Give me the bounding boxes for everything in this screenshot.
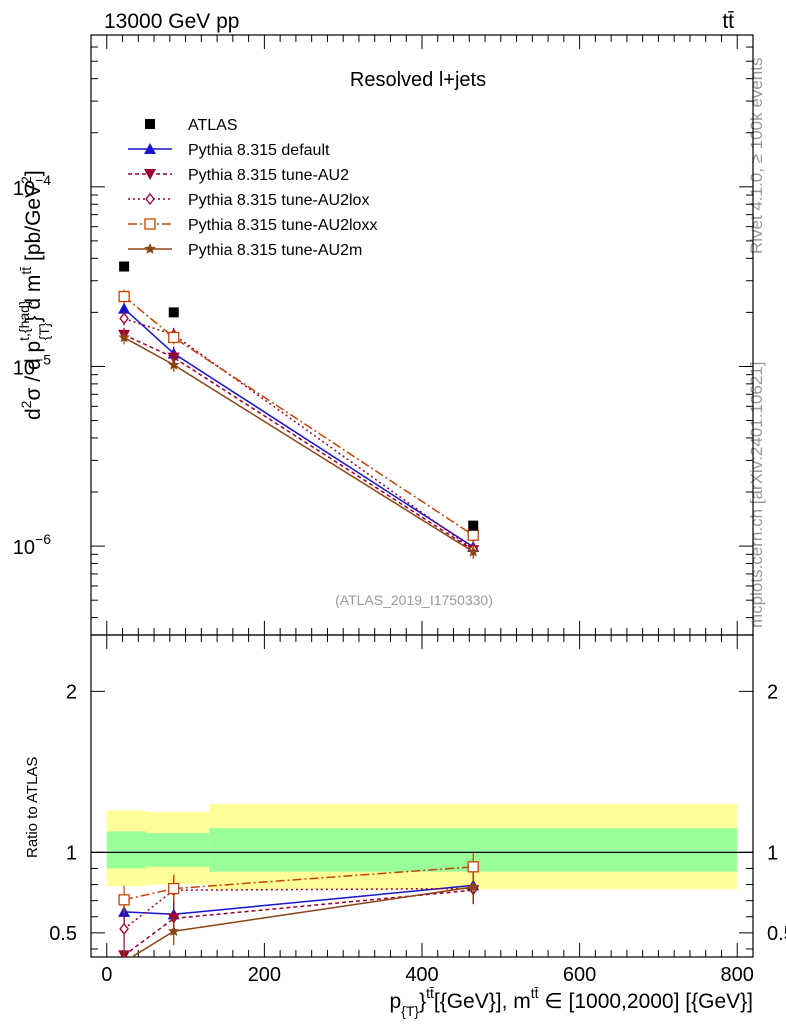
main-panel-ticks: 10−6 10−5 10−4 0 200 400 600 800 (13, 34, 754, 986)
ratio-point (123, 955, 125, 957)
ratio-panel-ticks: 0.5 0.5 1 1 2 2 (49, 681, 786, 950)
legend-marker (144, 143, 156, 154)
legend-label-atlas: ATLAS (188, 117, 238, 134)
ratio-point (467, 881, 479, 892)
ratio-line-pythia-8-315-tune-au2m (130, 886, 474, 957)
ratio-line-pythia-8-315-tune-au2loxx (123, 866, 474, 901)
ratio-line-pythia-8-315-tune-au2 (123, 889, 474, 957)
data-point (118, 302, 131, 314)
x-tick-label: 800 (721, 964, 754, 986)
y-tick-label-ratio: 1 (66, 842, 77, 864)
mcplots-label: mcplots.cern.ch [arXiv:2401.10621] (747, 362, 766, 628)
ratio-point (467, 861, 479, 873)
x-tick-label: 0 (101, 964, 112, 986)
legend: ATLAS Pythia 8.315 default Pythia 8.315 tu… (128, 117, 377, 259)
ratio-panel-frame (90, 634, 754, 958)
data-point (119, 312, 129, 325)
chart-title: Resolved l+jets (350, 69, 486, 91)
y-axis-label-main: d2σ / d pt,{had} {T}} d mtt̄ [pb/GeV2] (16, 170, 52, 420)
y-tick-label-main: 10−5 (13, 351, 51, 379)
y-tick-label-ratio-right: 0.5 (767, 923, 786, 945)
data-point (118, 331, 130, 343)
legend-label: Pythia 8.315 tune-AU2lox (188, 192, 369, 209)
ratio-line-pythia-8-315-tune-au2lox (123, 887, 474, 930)
band-green (106, 831, 147, 869)
x-axis-label: p{T}}tt̄[{GeV}], mtt̄ ∈ [1000,2000] [{Ge… (389, 985, 753, 1019)
data-point (168, 331, 180, 344)
ratio-uncertainty-bands (91, 804, 753, 890)
atlas-data-point (119, 261, 130, 272)
y-tick-label-main: 10−6 (13, 531, 51, 559)
y-axis-label-ratio: Ratio to ATLAS (24, 757, 41, 858)
y-tick-label-ratio-right: 2 (767, 681, 778, 703)
legend-marker (145, 192, 155, 206)
ratio-point (168, 925, 180, 937)
ratio-point (168, 882, 180, 895)
y-tick-label-ratio: 2 (66, 681, 77, 703)
y-tick-label-ratio: 0.5 (49, 923, 77, 945)
y-tick-label-ratio-right: 1 (767, 842, 778, 864)
atlas-data-point (168, 307, 179, 318)
legend-marker (144, 218, 156, 230)
ratio-series-group (118, 852, 480, 957)
data-point (467, 529, 479, 541)
ratio-series-clipped (118, 852, 480, 957)
analysis-id: (ATLAS_2019_I1750330) (335, 592, 493, 608)
data-point (118, 290, 130, 303)
data-point (168, 358, 180, 370)
legend-marker (144, 169, 156, 180)
legend-label: Pythia 8.315 default (188, 142, 330, 159)
atlas-data-point (468, 520, 479, 531)
legend-label: Pythia 8.315 tune-AU2m (188, 242, 362, 259)
rivet-label: Rivet 4.1.0, ≥ 100k events (747, 58, 766, 254)
data-point (467, 545, 479, 557)
x-tick-label: 600 (563, 964, 596, 986)
legend-label: Pythia 8.315 tune-AU2loxx (188, 217, 377, 234)
main-series-group (118, 261, 480, 559)
ratio-point (118, 894, 130, 906)
legend-marker-atlas (145, 119, 155, 129)
series-line-pythia-8-315-tune-au2m (123, 336, 474, 553)
x-tick-label: 200 (248, 964, 281, 986)
legend-marker (144, 243, 156, 254)
y-tick-label-main: 10−4 (13, 172, 51, 200)
band-green (146, 833, 210, 867)
ratio-point (119, 922, 129, 935)
process-label: tt̄ (722, 10, 734, 33)
legend-label: Pythia 8.315 tune-AU2 (188, 167, 349, 184)
x-tick-label: 400 (405, 964, 438, 986)
energy-label: 13000 GeV pp (104, 10, 239, 33)
